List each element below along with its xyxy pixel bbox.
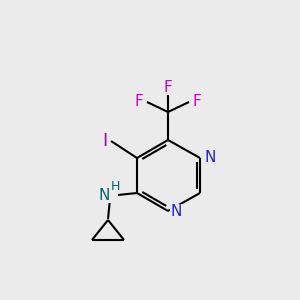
- Text: H: H: [111, 179, 120, 193]
- Text: F: F: [193, 94, 202, 110]
- Text: N: N: [205, 151, 216, 166]
- Text: N: N: [99, 188, 110, 202]
- Text: F: F: [134, 94, 143, 110]
- Text: N: N: [171, 205, 182, 220]
- Text: I: I: [102, 132, 107, 150]
- Text: F: F: [164, 80, 172, 94]
